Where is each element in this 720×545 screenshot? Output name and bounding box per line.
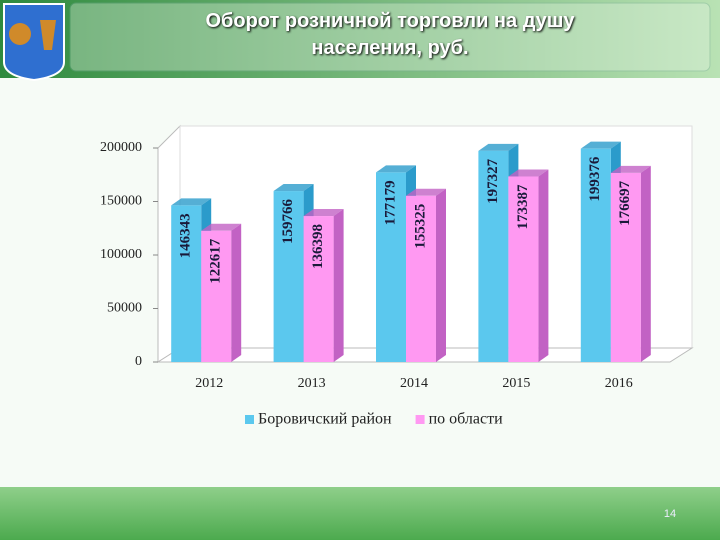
bar (580, 148, 611, 362)
x-tick-label: 2015 (502, 376, 530, 391)
slide-number: 14 (664, 508, 676, 520)
footer-band (0, 487, 720, 540)
x-tick-label: 2012 (195, 376, 223, 391)
value-label: 173387 (515, 184, 531, 230)
bar (406, 195, 436, 362)
bar-top (610, 165, 651, 173)
x-tick-label: 2016 (605, 376, 633, 391)
bar-top (580, 141, 621, 149)
bar-top (303, 209, 344, 217)
bar-top (478, 143, 519, 151)
legend-label: Боровичский район (258, 411, 392, 428)
y-tick-label: 50000 (107, 301, 142, 316)
title-holder: Оборот розничной торговли на душу населе… (205, 10, 575, 59)
title-box (69, 2, 711, 72)
emblem (3, 3, 65, 82)
value-label: 146343 (178, 213, 194, 258)
bar-side (333, 209, 344, 362)
bar (171, 205, 202, 362)
bar-top (171, 198, 212, 206)
bar-top (273, 184, 314, 192)
value-label: 176697 (617, 180, 633, 226)
bar-side (538, 169, 549, 362)
y-tick-label: 100000 (100, 247, 142, 262)
header-band (0, 0, 720, 78)
y-tick-label: 150000 (100, 194, 142, 209)
legend-swatch (415, 415, 425, 424)
bar-side (436, 188, 446, 362)
legend-label: по области (429, 411, 503, 428)
chart-title: Оборот розничной торговли на душу населе… (205, 10, 575, 59)
value-label: 197327 (485, 158, 501, 204)
x-tick-label: 2013 (298, 376, 326, 391)
bar (273, 191, 304, 362)
bar-top (376, 165, 416, 173)
bar (478, 150, 509, 362)
bar-top (508, 169, 549, 177)
value-label: 159766 (280, 199, 296, 245)
bar-top (406, 188, 446, 196)
y-tick-label: 0 (135, 354, 142, 369)
value-label: 199376 (587, 156, 603, 202)
x-tick-label: 2014 (400, 376, 428, 391)
value-label: 122617 (208, 238, 224, 283)
bar-side (231, 223, 242, 362)
bar (376, 172, 406, 362)
bar (303, 216, 334, 362)
y-tick-label: 200000 (100, 140, 142, 155)
bar (508, 176, 539, 362)
value-label: 177179 (382, 180, 398, 225)
bar (610, 172, 641, 362)
value-label: 155325 (412, 204, 428, 249)
value-label: 136398 (310, 224, 326, 269)
bar-side (640, 165, 651, 362)
legend-swatch (245, 415, 254, 424)
bar-top (201, 223, 242, 231)
bar (201, 230, 232, 362)
